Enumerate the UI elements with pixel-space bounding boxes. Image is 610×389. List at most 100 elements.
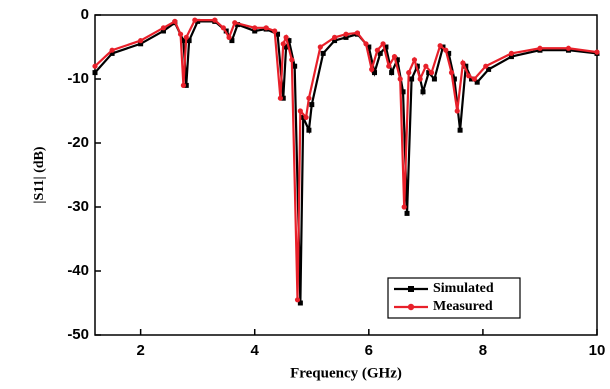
x-tick-label: 6 bbox=[365, 342, 373, 359]
x-axis-label: Frequency (GHz) bbox=[290, 365, 402, 381]
y-tick-label: -10 bbox=[67, 70, 89, 87]
point-marker bbox=[508, 54, 514, 60]
point-marker bbox=[226, 34, 232, 41]
point-marker bbox=[195, 18, 201, 24]
point-marker bbox=[317, 44, 323, 50]
point-marker bbox=[177, 31, 184, 37]
point-marker bbox=[138, 41, 144, 47]
point-marker bbox=[372, 70, 378, 76]
point-marker bbox=[292, 63, 298, 69]
point-marker bbox=[280, 95, 286, 101]
y-tick-label: -50 bbox=[67, 326, 89, 343]
point-marker bbox=[289, 57, 295, 63]
point-marker bbox=[454, 108, 460, 114]
point-marker bbox=[309, 102, 315, 108]
point-marker bbox=[469, 76, 474, 82]
point-marker bbox=[272, 28, 278, 34]
point-marker bbox=[297, 300, 303, 306]
point-marker bbox=[537, 45, 543, 51]
point-marker bbox=[486, 66, 492, 72]
point-marker bbox=[283, 44, 289, 50]
point-marker bbox=[423, 63, 429, 69]
y-tick-label: -40 bbox=[67, 262, 89, 279]
point-marker bbox=[232, 20, 238, 26]
point-marker bbox=[275, 31, 281, 37]
point-marker bbox=[212, 17, 218, 23]
point-marker bbox=[354, 30, 361, 36]
point-marker bbox=[471, 76, 477, 82]
point-marker bbox=[220, 25, 226, 31]
point-marker bbox=[320, 50, 326, 56]
point-marker bbox=[389, 70, 395, 76]
point-marker bbox=[300, 114, 306, 120]
point-marker bbox=[426, 70, 432, 76]
y-tick-label: -20 bbox=[67, 134, 89, 151]
legend-label: Simulated bbox=[433, 281, 494, 296]
point-marker bbox=[394, 57, 400, 63]
point-marker bbox=[252, 28, 258, 34]
point-marker bbox=[420, 89, 426, 95]
point-marker bbox=[383, 44, 389, 50]
point-marker bbox=[192, 17, 198, 23]
point-marker bbox=[186, 38, 192, 44]
point-marker bbox=[297, 108, 303, 114]
point-marker bbox=[451, 76, 457, 82]
point-marker bbox=[109, 47, 115, 53]
point-marker bbox=[448, 70, 455, 76]
point-marker bbox=[417, 76, 423, 82]
x-tick-label: 2 bbox=[136, 342, 144, 359]
y-tick-label: 0 bbox=[81, 6, 89, 23]
point-marker bbox=[229, 38, 235, 44]
point-marker bbox=[286, 38, 292, 44]
point-marker bbox=[377, 50, 383, 56]
point-marker bbox=[92, 63, 98, 69]
point-marker bbox=[183, 82, 189, 88]
point-marker bbox=[474, 79, 480, 85]
point-marker bbox=[565, 45, 572, 51]
legend-marker bbox=[408, 286, 414, 292]
point-marker bbox=[437, 43, 443, 49]
point-marker bbox=[252, 25, 258, 31]
point-marker bbox=[404, 210, 410, 216]
point-marker bbox=[160, 25, 167, 31]
point-marker bbox=[391, 54, 398, 60]
y-axis-label: |S11| (dB) bbox=[32, 146, 47, 203]
legend-box bbox=[387, 277, 521, 319]
point-marker bbox=[397, 76, 403, 82]
point-marker bbox=[180, 82, 187, 88]
x-tick-label: 10 bbox=[589, 342, 606, 359]
point-marker bbox=[443, 47, 449, 53]
point-marker bbox=[343, 31, 349, 37]
point-marker bbox=[331, 34, 338, 41]
point-marker bbox=[428, 70, 435, 76]
point-marker bbox=[263, 25, 269, 31]
point-marker bbox=[460, 60, 466, 66]
point-marker bbox=[457, 127, 463, 133]
x-tick-label: 4 bbox=[251, 342, 260, 359]
point-marker bbox=[343, 34, 349, 40]
point-marker bbox=[332, 38, 338, 44]
point-marker bbox=[463, 63, 469, 69]
point-marker bbox=[366, 44, 372, 50]
point-marker bbox=[172, 18, 178, 24]
point-marker bbox=[363, 41, 369, 47]
point-marker bbox=[411, 57, 418, 63]
x-tick-label: 8 bbox=[479, 342, 487, 359]
point-marker bbox=[138, 38, 144, 44]
point-marker bbox=[400, 89, 406, 95]
point-marker bbox=[386, 63, 392, 69]
point-marker bbox=[431, 76, 437, 82]
point-marker bbox=[160, 28, 166, 34]
point-marker bbox=[306, 127, 312, 133]
y-tick-label: -30 bbox=[67, 198, 89, 215]
point-marker bbox=[235, 22, 241, 28]
point-marker bbox=[183, 34, 189, 41]
point-marker bbox=[369, 66, 375, 72]
point-marker bbox=[294, 297, 301, 303]
point-marker bbox=[280, 41, 286, 47]
plot-frame bbox=[94, 14, 598, 336]
point-marker bbox=[109, 50, 115, 56]
point-marker bbox=[466, 73, 472, 79]
point-marker bbox=[508, 50, 515, 57]
series-line bbox=[94, 19, 598, 300]
